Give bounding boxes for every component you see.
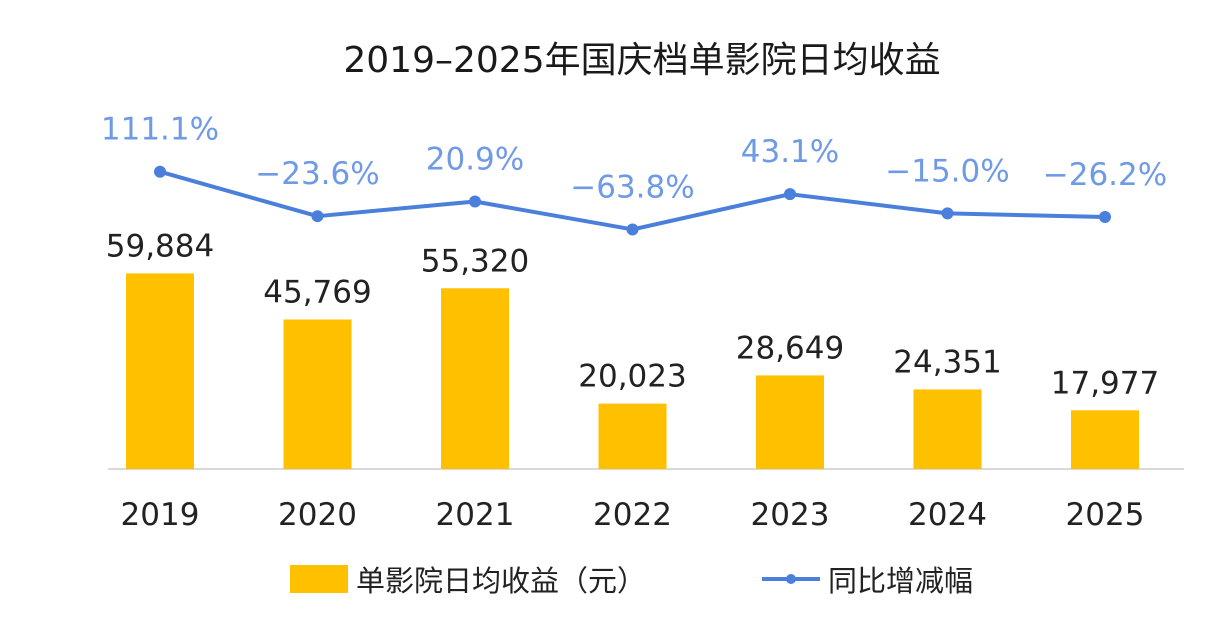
chart-title: 2019–2025年国庆档单影院日均收益 bbox=[343, 40, 940, 81]
bar-value-label-2020: 45,769 bbox=[263, 274, 371, 310]
pct-label-2020: −23.6% bbox=[255, 156, 379, 192]
bar-2019 bbox=[126, 273, 194, 469]
line-point-2019 bbox=[154, 165, 166, 178]
pct-label-2025: −26.2% bbox=[1043, 157, 1167, 193]
bar-data-labels: 59,884 45,769 55,320 20,023 28,649 24,351 17,9… bbox=[106, 228, 1159, 401]
legend-bar-swatch bbox=[290, 565, 348, 593]
bar-value-label-2019: 59,884 bbox=[106, 228, 214, 264]
bar-2025 bbox=[1071, 410, 1139, 469]
bar-2020 bbox=[283, 319, 352, 469]
legend-line-label: 同比增减幅 bbox=[828, 564, 973, 598]
line-point-2025 bbox=[1099, 211, 1111, 224]
line-point-2023 bbox=[784, 188, 796, 201]
x-tick-2024: 2024 bbox=[908, 497, 987, 533]
line-point-2020 bbox=[311, 210, 324, 223]
line-data-labels: 111.1% −23.6% 20.9% −63.8% 43.1% −15.0% −26.2% bbox=[101, 112, 1167, 206]
pct-label-2022: −63.8% bbox=[570, 169, 694, 205]
x-tick-2023: 2023 bbox=[751, 497, 830, 533]
pct-label-2021: 20.9% bbox=[426, 142, 524, 178]
x-tick-2019: 2019 bbox=[121, 497, 200, 533]
bar-value-label-2023: 28,649 bbox=[736, 330, 844, 366]
line-point-2024 bbox=[941, 207, 954, 220]
legend-bar-label: 单影院日均收益（元） bbox=[356, 564, 646, 598]
pct-label-2024: −15.0% bbox=[885, 153, 1009, 189]
line-point-2022 bbox=[626, 223, 639, 236]
x-tick-2025: 2025 bbox=[1066, 497, 1145, 533]
bar-value-label-2021: 55,320 bbox=[421, 243, 529, 279]
legend-line-marker bbox=[786, 574, 796, 584]
bar-2024 bbox=[913, 389, 982, 469]
pct-label-2023: 43.1% bbox=[741, 134, 839, 170]
line-series bbox=[154, 165, 1111, 236]
legend: 单影院日均收益（元） 同比增减幅 bbox=[290, 564, 973, 598]
bar-2021 bbox=[441, 288, 509, 469]
x-tick-2020: 2020 bbox=[278, 497, 357, 533]
bar-value-label-2024: 24,351 bbox=[893, 344, 1001, 380]
bar-series bbox=[126, 273, 1139, 469]
pct-label-2019: 111.1% bbox=[101, 112, 219, 148]
x-tick-2022: 2022 bbox=[593, 497, 672, 533]
bar-value-label-2022: 20,023 bbox=[578, 359, 686, 395]
bar-value-label-2025: 17,977 bbox=[1051, 365, 1159, 401]
x-axis-ticks: 2019 2020 2021 2022 2023 2024 2025 bbox=[121, 497, 1145, 533]
x-tick-2021: 2021 bbox=[436, 497, 515, 533]
line-point-2021 bbox=[469, 195, 481, 208]
bar-2023 bbox=[756, 375, 824, 469]
bar-2022 bbox=[598, 403, 667, 469]
